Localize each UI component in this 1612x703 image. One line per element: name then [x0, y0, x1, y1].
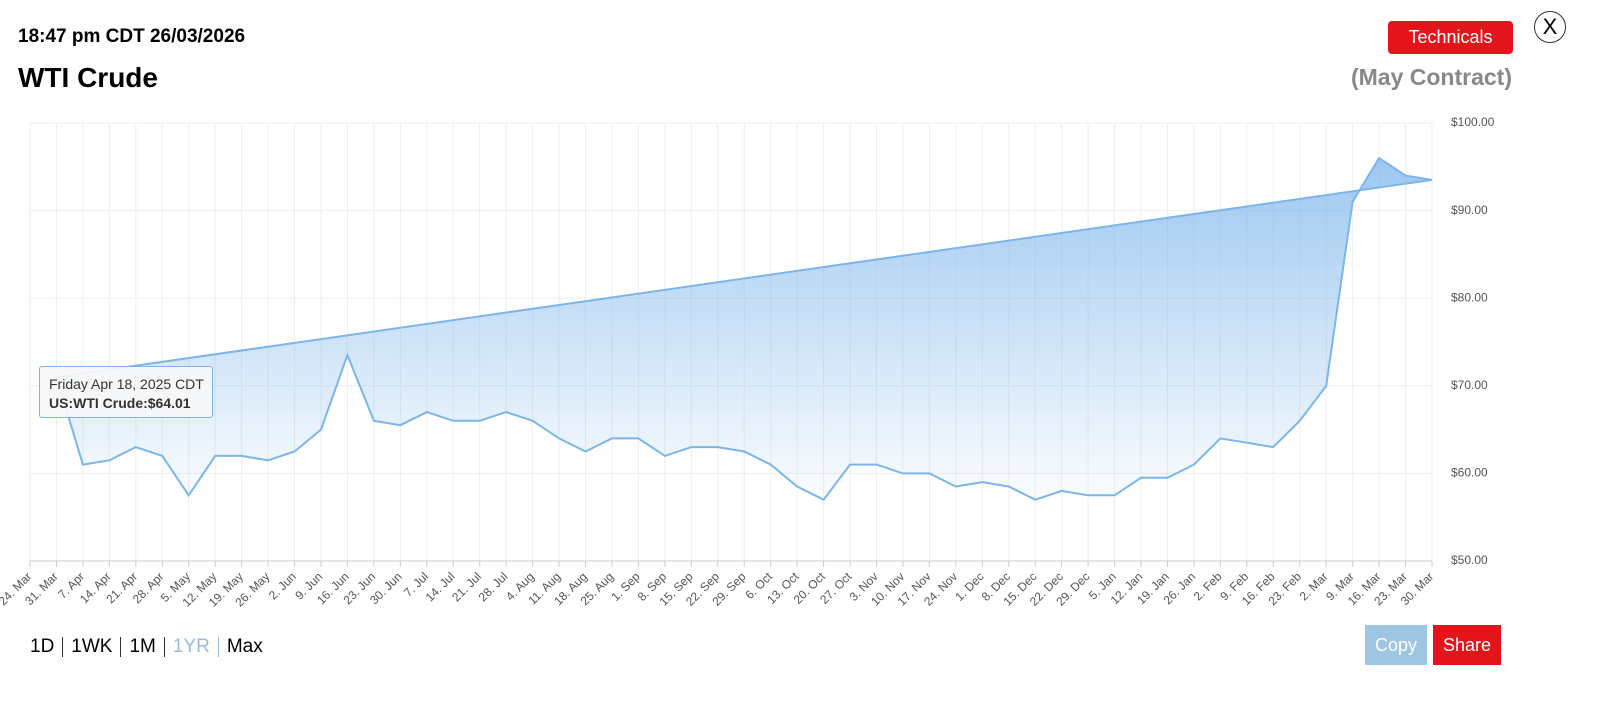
x-tick-label: 2. Mar [1297, 569, 1331, 603]
y-tick-label: $100.00 [1451, 115, 1495, 129]
y-tick-label: $70.00 [1451, 378, 1488, 392]
close-button[interactable]: X [1534, 11, 1566, 43]
x-tick-label: 2. Jun [266, 569, 299, 602]
x-tick-label: 1. Dec [952, 569, 986, 603]
x-tick-label: 28. Jul [476, 569, 511, 604]
subtitle: (May Contract) [1350, 64, 1512, 90]
range-option[interactable]: Max [226, 636, 263, 657]
x-tick-label: 2. Feb [1191, 569, 1225, 603]
tooltip-date: Friday Apr 18, 2025 CDT [49, 376, 204, 392]
y-tick-label: $80.00 [1451, 290, 1488, 304]
y-tick-label: $50.00 [1451, 553, 1488, 567]
range-selector: 1D 1WK 1M 1YR Max [30, 637, 279, 657]
line [55, 156, 1433, 501]
tooltip: Friday Apr 18, 2025 CDT US:WTI Crude:$64… [39, 366, 213, 418]
copy-button[interactable]: Copy [1365, 625, 1427, 665]
y-tick-label: $60.00 [1451, 466, 1488, 480]
title: WTI Crude [18, 62, 158, 93]
timestamp: 18:47 pm CDT 26/03/2026 [18, 26, 246, 47]
tooltip-value: US:WTI Crude:$64.01 [49, 395, 191, 411]
area [56, 158, 1432, 500]
y-tick-label: $90.00 [1451, 203, 1488, 217]
technicals-button[interactable]: Technicals [1388, 21, 1513, 54]
x-tick-label: 1. Sep [608, 569, 643, 604]
x-tick-label: 21. Jul [449, 569, 484, 604]
share-button[interactable]: Share [1433, 625, 1501, 665]
range-option[interactable]: 1M [129, 637, 165, 657]
range-option[interactable]: 1YR [173, 637, 219, 657]
x-tick-label: 14. Jul [423, 569, 458, 604]
range-option[interactable]: 1WK [71, 637, 122, 657]
range-option[interactable]: 1D [30, 637, 64, 657]
